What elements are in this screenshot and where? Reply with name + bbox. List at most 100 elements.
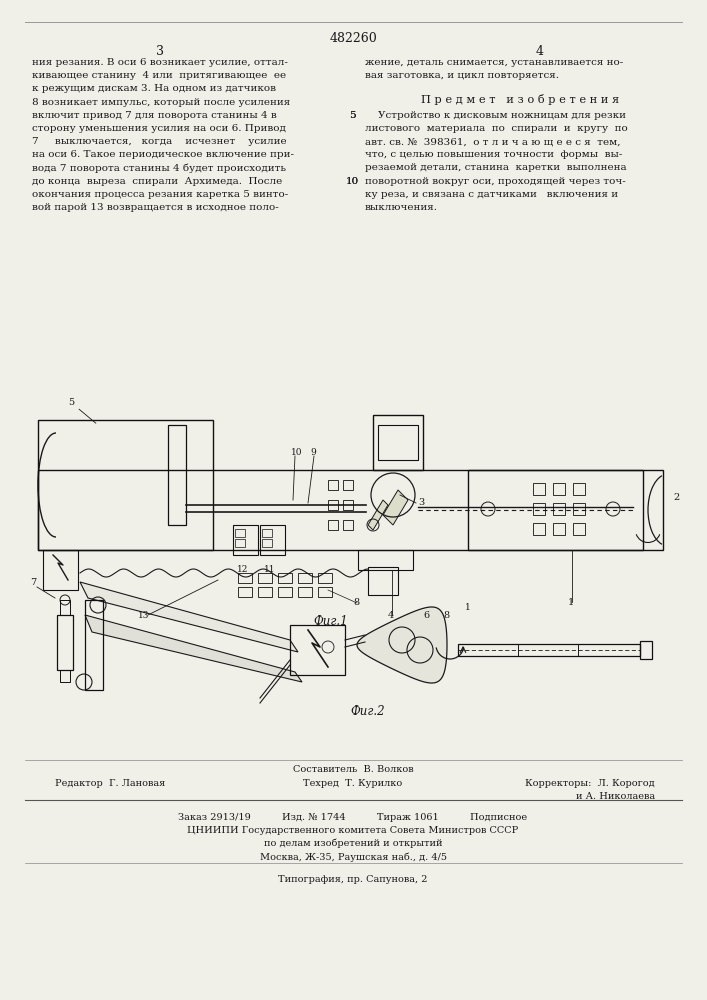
Bar [262, 539, 272, 547]
Text: что, с целью повышения точности  формы  вы-: что, с целью повышения точности формы вы… [365, 150, 622, 159]
Text: Корректоры:  Л. Корогод: Корректоры: Л. Корогод [525, 779, 655, 788]
Bar [343, 500, 353, 510]
Text: 6: 6 [423, 611, 429, 620]
Bar [238, 587, 252, 597]
Text: 4: 4 [536, 45, 544, 58]
Bar [258, 573, 272, 583]
Text: вода 7 поворота станины 4 будет происходить: вода 7 поворота станины 4 будет происход… [32, 164, 286, 173]
Bar [368, 567, 398, 595]
Text: Заказ 2913/19          Изд. № 1744          Тираж 1061          Подписное: Заказ 2913/19 Изд. № 1744 Тираж 1061 Под… [178, 813, 527, 822]
Bar [235, 539, 245, 547]
Polygon shape [80, 582, 298, 652]
Text: Фиг.2: Фиг.2 [350, 705, 385, 718]
Text: жение, деталь снимается, устанавливается но-: жение, деталь снимается, устанавливается… [365, 58, 624, 67]
Text: ния резания. В оси 6 возникает усилие, оттал-: ния резания. В оси 6 возникает усилие, о… [32, 58, 288, 67]
Text: 8: 8 [443, 611, 449, 620]
Bar [358, 550, 413, 570]
Bar [553, 503, 565, 515]
Text: П р е д м е т   и з о б р е т е н и я: П р е д м е т и з о б р е т е н и я [421, 94, 619, 105]
Bar [533, 483, 545, 495]
Bar [262, 529, 272, 537]
Bar [260, 525, 285, 555]
Text: вая заготовка, и цикл повторяется.: вая заготовка, и цикл повторяется. [365, 71, 559, 80]
Text: 11: 11 [264, 565, 276, 574]
Polygon shape [383, 490, 408, 525]
Bar [328, 480, 338, 490]
Polygon shape [85, 615, 302, 682]
Text: 5: 5 [349, 111, 356, 120]
Bar [573, 523, 585, 535]
Text: 10: 10 [346, 177, 358, 186]
Bar [533, 523, 545, 535]
Text: на оси 6. Такое периодическое включение при-: на оси 6. Такое периодическое включение … [32, 150, 294, 159]
Text: 4: 4 [388, 611, 395, 620]
Bar [43, 550, 78, 590]
Text: 1: 1 [568, 598, 574, 607]
Text: 2: 2 [673, 493, 679, 502]
Bar [458, 644, 640, 656]
Text: 8 возникает импульс, который после усиления: 8 возникает импульс, который после усиле… [32, 98, 291, 107]
Polygon shape [368, 500, 388, 530]
Text: авт. св. №  398361,  о т л и ч а ю щ е е с я  тем,: авт. св. № 398361, о т л и ч а ю щ е е с… [365, 137, 621, 146]
Text: до конца  выреза  спирали  Архимеда.  После: до конца выреза спирали Архимеда. После [32, 177, 282, 186]
Text: по делам изобретений и открытий: по делам изобретений и открытий [264, 839, 443, 848]
Bar [57, 615, 73, 670]
Bar [278, 587, 292, 597]
Text: Фиг.1: Фиг.1 [313, 615, 348, 628]
Polygon shape [357, 607, 447, 683]
Text: резаемой детали, станина  каретки  выполнена: резаемой детали, станина каретки выполне… [365, 163, 626, 172]
Text: Москва, Ж-35, Раушская наб., д. 4/5: Москва, Ж-35, Раушская наб., д. 4/5 [259, 852, 447, 861]
Bar [290, 625, 345, 675]
Text: листового  материала  по  спирали  и  кругу  по: листового материала по спирали и кругу п… [365, 124, 628, 133]
Text: сторону уменьшения усилия на оси 6. Привод: сторону уменьшения усилия на оси 6. Прив… [32, 124, 286, 133]
Text: и А. Николаева: и А. Николаева [576, 792, 655, 801]
Text: Устройство к дисковым ножницам для резки: Устройство к дисковым ножницам для резки [365, 111, 626, 120]
Text: выключения.: выключения. [365, 203, 438, 212]
Bar [318, 573, 332, 583]
Bar [343, 520, 353, 530]
Text: кивающее станину  4 или  притягивающее  ее: кивающее станину 4 или притягивающее ее [32, 71, 286, 80]
Bar [238, 573, 252, 583]
Text: 10: 10 [346, 177, 358, 186]
Bar [298, 573, 312, 583]
Text: к режущим дискам 3. На одном из датчиков: к режущим дискам 3. На одном из датчиков [32, 84, 276, 93]
Text: Редактор  Г. Лановая: Редактор Г. Лановая [55, 779, 165, 788]
Text: окончания процесса резания каретка 5 винто-: окончания процесса резания каретка 5 вин… [32, 190, 288, 199]
Text: 5: 5 [68, 398, 96, 423]
Bar [328, 520, 338, 530]
Text: 8: 8 [353, 598, 359, 607]
Text: 13: 13 [138, 611, 149, 620]
Bar [468, 470, 643, 550]
Text: Техред  Т. Курилко: Техред Т. Курилко [303, 779, 402, 788]
Bar [85, 600, 103, 690]
Text: 3: 3 [156, 45, 164, 58]
Bar [573, 483, 585, 495]
Bar [235, 529, 245, 537]
Text: 7     выключается,   когда    исчезнет    усилие: 7 выключается, когда исчезнет усилие [32, 137, 286, 146]
Bar [378, 425, 418, 460]
Text: ку реза, и связана с датчиками   включения и: ку реза, и связана с датчиками включения… [365, 190, 618, 199]
Text: 1: 1 [465, 603, 471, 612]
Bar [640, 641, 652, 659]
Bar [60, 670, 70, 682]
Bar [373, 415, 423, 470]
Text: 5: 5 [349, 111, 356, 120]
Bar [328, 500, 338, 510]
Text: вой парой 13 возвращается в исходное поло-: вой парой 13 возвращается в исходное пол… [32, 203, 279, 212]
Bar [553, 483, 565, 495]
Text: 7: 7 [30, 578, 36, 587]
Bar [38, 470, 663, 550]
Bar [318, 587, 332, 597]
Text: 9: 9 [310, 448, 316, 457]
Text: поворотной вокруг оси, проходящей через точ-: поворотной вокруг оси, проходящей через … [365, 177, 626, 186]
Bar [258, 587, 272, 597]
Text: Составитель  В. Волков: Составитель В. Волков [293, 765, 414, 774]
Bar [343, 480, 353, 490]
Bar [168, 425, 186, 525]
Text: Типография, пр. Сапунова, 2: Типография, пр. Сапунова, 2 [279, 875, 428, 884]
Text: 3: 3 [418, 498, 424, 507]
Bar [233, 525, 258, 555]
Bar [38, 420, 213, 550]
Text: 10: 10 [291, 448, 303, 457]
Bar [60, 600, 70, 615]
